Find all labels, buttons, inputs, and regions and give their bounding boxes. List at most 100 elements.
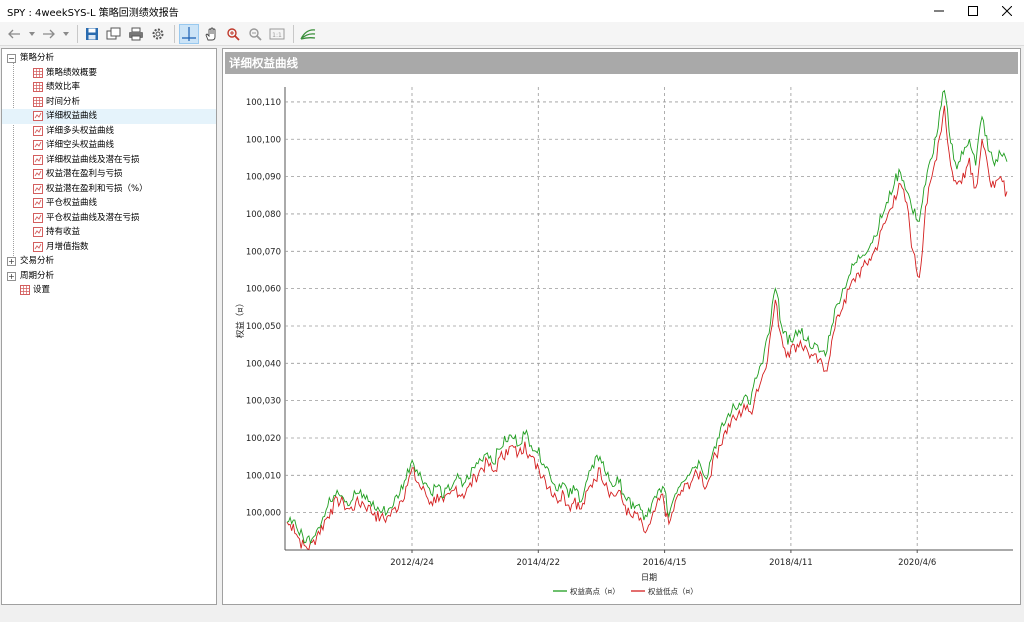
copy-button[interactable] [104,24,124,44]
x-tick-label: 2020/4/6 [898,558,936,568]
tree-item-label: 权益潜在盈利和亏损（%） [46,183,148,194]
forward-arrow-icon [43,29,55,38]
close-button[interactable] [990,0,1024,22]
tree-item-label: 详细多头权益曲线 [46,125,115,136]
back-dropdown[interactable] [27,24,37,44]
y-tick-label: 100,000 [246,509,281,519]
tree-item-label: 绩效比率 [46,82,81,92]
y-tick-label: 100,050 [246,322,281,332]
table-icon [33,67,43,78]
y-tick-label: 100,070 [246,247,281,257]
tree-item[interactable]: 权益潜在盈利与亏损 [2,167,216,182]
toolbar-separator [174,24,175,43]
collapse-icon[interactable]: − [7,54,16,63]
tree-item[interactable]: 详细权益曲线 [2,109,216,124]
tree-item[interactable]: 平仓权益曲线 [2,196,216,211]
tree-item[interactable]: 策略绩效概要 [2,66,216,81]
print-icon [129,27,143,40]
table-icon [33,82,43,92]
tree-node-trade-analysis[interactable]: + 交易分析 [2,254,216,269]
tree-item-label: 持有收益 [46,227,81,237]
chart-doc-icon [33,198,43,208]
chevron-down-icon [63,31,69,36]
chart-doc-icon [33,241,43,252]
toolbar-separator [77,24,78,43]
zoom-fit-button[interactable]: 1:1 [267,24,287,44]
tree-item[interactable]: 平仓权益曲线及潜在亏损 [2,211,216,226]
table-icon [33,96,43,107]
chart-doc-icon [33,169,43,179]
copy-icon [106,27,121,39]
y-tick-label: 100,040 [246,359,281,369]
gear-icon [152,28,164,39]
tree-item[interactable]: 月增值指数 [2,240,216,255]
zoom-in-button[interactable] [223,24,243,44]
pan-button[interactable] [201,24,221,44]
title-bar: SPY : 4weekSYS-L 策略回测绩效报告 [0,0,1024,22]
y-tick-label: 100,060 [246,285,281,295]
tree-item-label: 权益潜在盈利与亏损 [46,169,123,179]
window-title: SPY : 4weekSYS-L 策略回测绩效报告 [7,7,179,19]
crosshair-button[interactable] [179,23,199,44]
svg-text:1:1: 1:1 [272,32,282,39]
tree-item-label: 平仓权益曲线 [46,198,98,208]
back-button[interactable] [5,24,25,44]
table-icon [20,285,30,295]
legend-label: 权益低点（¤） [648,586,698,596]
chart-doc-icon [33,125,43,136]
report-panel: 详细权益曲线 100,000 100,010 100,020 100,030 100,0… [222,48,1021,605]
zoom-out-button[interactable] [245,24,265,44]
tree-node-settings[interactable]: 设置 [2,283,216,298]
tree-item[interactable]: 详细空头权益曲线 [2,138,216,153]
chart-icon [300,28,316,40]
y-tick-label: 100,100 [246,135,281,145]
legend-label: 权益高点（¤） [570,586,620,596]
chevron-down-icon [29,31,35,36]
tree-item[interactable]: 绩效比率 [2,80,216,95]
y-tick-label: 100,090 [246,173,281,183]
tree-node-label: 周期分析 [20,270,55,281]
tree-item-label: 详细权益曲线 [46,111,98,121]
tree-node-label: 交易分析 [20,256,55,266]
chart-style-button[interactable] [298,24,318,44]
crosshair-icon [182,26,196,41]
save-button[interactable] [82,24,102,44]
y-tick-label: 100,110 [246,98,281,108]
y-tick-label: 100,080 [246,210,281,220]
x-tick-label: 2012/4/24 [390,558,434,568]
tree-item-label: 详细权益曲线及潜在亏损 [46,154,140,165]
tree-item[interactable]: 时间分析 [2,95,216,110]
x-axis-title: 日期 [641,573,657,582]
chart-doc-icon [33,140,43,150]
x-tick-label: 2014/4/22 [517,558,561,568]
print-button[interactable] [126,24,146,44]
x-tick-label: 2018/4/11 [769,558,813,568]
toolbar: 1:1 [0,22,1024,46]
tree-node-strategy-analysis[interactable]: − 策略分析 [2,51,216,66]
minimize-icon [934,10,944,12]
tree-guide-line [13,62,14,262]
y-tick-label: 100,010 [246,471,281,481]
report-tree: − 策略分析 策略绩效概要 绩效比率时间分析 详细权益曲线详细多头权益曲线详细空头权… [1,48,217,605]
status-bar [0,607,1024,622]
y-tick-label: 100,020 [246,434,281,444]
tree-node-period-analysis[interactable]: + 周期分析 [2,269,216,284]
chart-doc-icon [33,227,43,237]
forward-button[interactable] [39,24,59,44]
equity-chart[interactable]: 100,000 100,010 100,020 100,030 100,040 100,0… [223,75,1020,605]
save-icon [86,27,98,40]
tree-item-label: 月增值指数 [46,241,89,252]
tree-item[interactable]: 持有收益 [2,225,216,240]
expand-icon[interactable]: + [7,271,16,281]
tree-item[interactable]: 详细多头权益曲线 [2,124,216,139]
minimize-button[interactable] [922,0,956,22]
tree-item[interactable]: 权益潜在盈利和亏损（%） [2,182,216,197]
settings-button[interactable] [148,24,168,44]
maximize-button[interactable] [956,0,990,22]
forward-dropdown[interactable] [61,24,71,44]
tree-item[interactable]: 详细权益曲线及潜在亏损 [2,153,216,168]
chart-doc-icon [33,183,43,194]
panel-title: 详细权益曲线 [225,52,1018,74]
y-axis-title: 权益（¤） [235,299,246,338]
expand-icon[interactable]: + [7,257,16,266]
